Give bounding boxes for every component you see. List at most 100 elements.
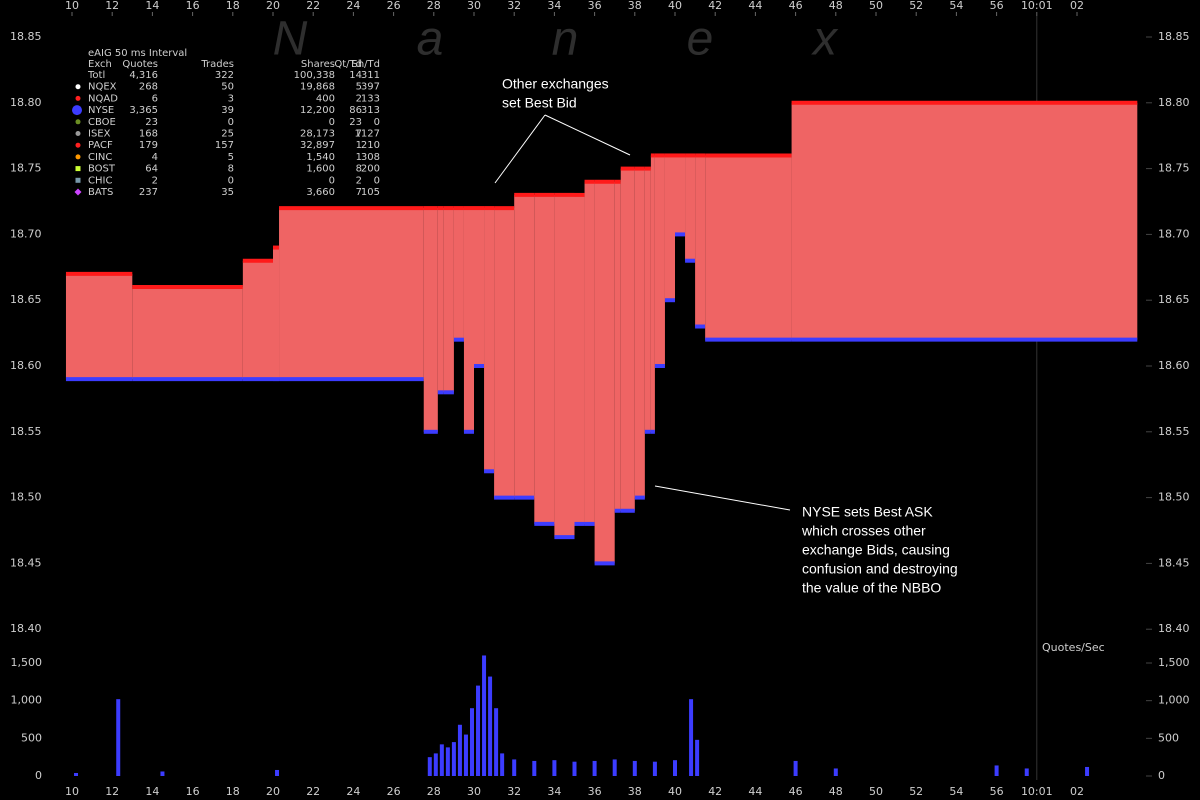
- y-tick-label: 18.55: [1158, 425, 1190, 438]
- table-cell: 1: [356, 140, 362, 151]
- x-tick-label: 30: [467, 0, 481, 12]
- x-tick-label: 44: [748, 0, 762, 12]
- y-tick-label: 18.85: [10, 30, 42, 43]
- volume-bar: [74, 772, 79, 776]
- x-tick-label: 18: [226, 785, 240, 798]
- table-cell: 268: [139, 82, 158, 93]
- table-cell: PACF: [88, 140, 113, 151]
- table-cell: 1,540: [306, 152, 335, 163]
- spread: [584, 181, 595, 524]
- volume-bar: [451, 742, 456, 776]
- annotation: confusion and destroying: [802, 561, 958, 577]
- pointer-line: [494, 114, 546, 184]
- legend-marker: [75, 142, 81, 148]
- y-tick-label: 18.50: [10, 491, 42, 504]
- x-tick-label: 26: [387, 0, 401, 12]
- table-cell: 133: [361, 93, 380, 104]
- y-tick-label: 18.75: [1158, 162, 1190, 175]
- table-header: Exch: [88, 59, 112, 70]
- table-cell: 200: [361, 164, 380, 175]
- table-header: Sh/Td: [351, 59, 380, 70]
- x-tick-label: 48: [829, 785, 843, 798]
- table-cell: 0: [228, 175, 234, 186]
- spread: [463, 208, 474, 432]
- x-tick-label: 24: [346, 785, 360, 798]
- x-tick-label: 46: [789, 0, 803, 12]
- volume-bar: [116, 699, 121, 776]
- x-tick-label: 10: [65, 785, 79, 798]
- spread: [484, 208, 495, 472]
- x-tick-label: 10:01: [1021, 0, 1053, 12]
- y-tick-label: 18.60: [10, 359, 42, 372]
- y-tick-label: 18.60: [1158, 359, 1190, 372]
- volume-bar: [476, 685, 481, 776]
- table-cell: BOST: [88, 164, 116, 175]
- volume-bar: [457, 724, 462, 776]
- table-cell: ISEX: [88, 129, 111, 140]
- table-cell: 39: [221, 105, 234, 116]
- x-tick-label: 48: [829, 0, 843, 12]
- spread: [634, 168, 645, 498]
- legend-marker: [75, 95, 81, 101]
- x-tick-label: 18: [226, 0, 240, 12]
- table-cell: 0: [329, 117, 335, 128]
- x-tick-label: 56: [990, 0, 1004, 12]
- watermark-letter: N: [273, 13, 308, 66]
- table-cell: 35: [221, 187, 234, 198]
- x-tick-label: 20: [266, 0, 280, 12]
- x-tick-label: 12: [105, 0, 119, 12]
- x-tick-label: 50: [869, 785, 883, 798]
- table-cell: 7: [356, 129, 362, 140]
- annotation: the value of the NBBO: [802, 580, 941, 596]
- x-tick-label: 32: [507, 785, 521, 798]
- volume-bar: [482, 655, 487, 776]
- x-tick-label: 42: [708, 0, 722, 12]
- volume-bar: [689, 699, 694, 776]
- spread: [437, 208, 444, 393]
- x-tick-label: 32: [507, 0, 521, 12]
- y-tick-label: 18.80: [10, 96, 42, 109]
- spread: [654, 155, 665, 366]
- x-tick-label: 10:01: [1021, 785, 1053, 798]
- volume-bar: [632, 760, 637, 776]
- table-cell: 0: [228, 117, 234, 128]
- x-tick-label: 36: [588, 785, 602, 798]
- x-tick-label: 28: [427, 785, 441, 798]
- table-cell: 3,365: [129, 105, 158, 116]
- y-tick-label: 18.80: [1158, 96, 1190, 109]
- x-tick-label: 22: [306, 0, 320, 12]
- x-tick-label: 10: [65, 0, 79, 12]
- y2-tick-label: 1,000: [11, 694, 43, 707]
- x-tick-label: 24: [346, 0, 360, 12]
- table-cell: 3,660: [306, 187, 335, 198]
- table-cell: 2: [356, 175, 362, 186]
- spread: [554, 194, 575, 538]
- table-header: Quotes: [122, 59, 158, 70]
- x-tick-label: 20: [266, 785, 280, 798]
- table-cell: 23: [145, 117, 158, 128]
- volume-bar: [695, 739, 700, 776]
- spread: [132, 287, 243, 380]
- volume-bar: [1024, 768, 1029, 776]
- table-cell: 5: [228, 152, 234, 163]
- table-cell: 397: [361, 82, 380, 93]
- table-cell: 105: [361, 187, 380, 198]
- spread: [443, 208, 454, 393]
- table-cell: CINC: [88, 152, 112, 163]
- volume-bar: [433, 753, 438, 776]
- legend-marker: [75, 154, 81, 160]
- volume-bar: [994, 765, 999, 776]
- x-tick-label: 12: [105, 785, 119, 798]
- table-cell: 64: [145, 164, 158, 175]
- volume-bar: [512, 759, 517, 776]
- table-header: Qt/Td: [334, 59, 362, 70]
- x-tick-label: 38: [628, 0, 642, 12]
- table-cell: 4: [152, 152, 158, 163]
- volume-bar: [488, 676, 493, 776]
- table-cell: 1127: [355, 129, 380, 140]
- volume-bar: [439, 744, 444, 776]
- legend-marker: [74, 188, 82, 196]
- y-tick-label: 18.70: [1158, 227, 1190, 240]
- spread: [514, 194, 535, 498]
- volume-label: Quotes/Sec: [1042, 641, 1105, 654]
